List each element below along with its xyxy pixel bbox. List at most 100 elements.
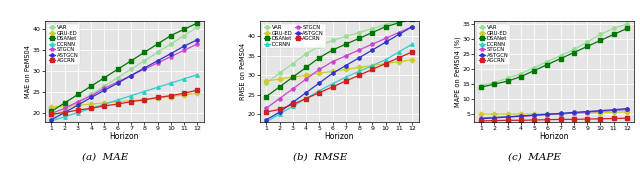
AGCRN: [276, 108, 284, 110]
AGCRN: [289, 103, 296, 105]
DCRNN: [531, 114, 538, 116]
GRU-ED: [504, 113, 511, 115]
STGCN: [517, 115, 525, 117]
VAR: [623, 23, 631, 25]
VAR: [74, 102, 82, 104]
AGCRN: [180, 92, 188, 94]
STGCN: [557, 113, 564, 115]
GRU-ED: [329, 70, 337, 72]
AGCRN: [88, 107, 95, 109]
VAR: [302, 53, 310, 55]
GRU-ED: [342, 68, 349, 70]
ASTGCN: [289, 101, 296, 103]
VAR: [61, 109, 68, 111]
Text: (b)  RMSE: (b) RMSE: [293, 152, 347, 161]
DSANet: [596, 39, 604, 42]
ASTGCN: [369, 49, 376, 51]
VAR: [154, 51, 161, 53]
STGCN: [355, 49, 363, 51]
GRU-ED: [369, 65, 376, 67]
DSANet: [583, 45, 591, 48]
STGCN: [623, 108, 631, 110]
STGCN: [193, 43, 201, 45]
DCRNN: [61, 116, 68, 118]
STGCN: [61, 107, 68, 109]
DSANet: [543, 64, 551, 66]
DCRNN: [289, 105, 296, 107]
Y-axis label: RMSE on PeMS04: RMSE on PeMS04: [240, 43, 246, 100]
ASTGCN: [154, 60, 161, 62]
Line: STGCN: STGCN: [264, 25, 414, 110]
VAR: [610, 27, 618, 29]
AGCRN: [302, 97, 310, 100]
DSANet: [504, 80, 511, 82]
ASTGCN: [61, 112, 68, 114]
GRU-ED: [570, 112, 578, 114]
ASTGCN: [329, 72, 337, 74]
DCRNN: [127, 95, 135, 97]
DSANet: [289, 76, 296, 78]
STGCN: [504, 116, 511, 118]
STGCN: [262, 107, 270, 109]
GRU-ED: [355, 66, 363, 69]
Line: STGCN: STGCN: [479, 108, 628, 120]
AGCRN: [517, 119, 525, 121]
GRU-ED: [302, 74, 310, 76]
DSANet: [557, 57, 564, 60]
ASTGCN: [623, 108, 631, 110]
VAR: [583, 41, 591, 43]
STGCN: [342, 55, 349, 57]
AGCRN: [570, 118, 578, 120]
VAR: [543, 61, 551, 63]
Line: DSANet: DSANet: [479, 26, 629, 89]
GRU-ED: [382, 62, 390, 65]
ASTGCN: [127, 74, 135, 77]
ASTGCN: [395, 33, 403, 35]
ASTGCN: [100, 89, 108, 91]
VAR: [342, 35, 349, 37]
ASTGCN: [193, 39, 201, 41]
AGCRN: [596, 118, 604, 120]
AGCRN: [490, 120, 498, 122]
DCRNN: [74, 112, 82, 114]
DCRNN: [140, 90, 148, 93]
GRU-ED: [276, 78, 284, 80]
Line: GRU-ED: GRU-ED: [50, 92, 199, 109]
Legend: VAR, GRU-ED, DSANet, DCRNN, STGCN, ASTGCN, AGCRN: VAR, GRU-ED, DSANet, DCRNN, STGCN, ASTGC…: [47, 23, 80, 65]
Legend: VAR, GRU-ED, DSANet, DCRNN, STGCN, ASTGCN, AGCRN: VAR, GRU-ED, DSANet, DCRNN, STGCN, ASTGC…: [477, 23, 510, 65]
GRU-ED: [289, 76, 296, 78]
DSANet: [180, 28, 188, 30]
GRU-ED: [517, 113, 525, 115]
ASTGCN: [88, 96, 95, 98]
Line: AGCRN: AGCRN: [479, 116, 629, 123]
Legend: VAR, GRU-ED, DSANet, DCRNN, STGCN, ASTGCN, AGCRN: VAR, GRU-ED, DSANet, DCRNN, STGCN, ASTGC…: [262, 23, 326, 48]
Line: GRU-ED: GRU-ED: [264, 58, 414, 83]
GRU-ED: [114, 101, 122, 103]
GRU-ED: [88, 103, 95, 105]
AGCRN: [114, 103, 122, 105]
GRU-ED: [167, 96, 175, 98]
ASTGCN: [276, 111, 284, 113]
AGCRN: [382, 62, 390, 65]
VAR: [369, 28, 376, 30]
DCRNN: [395, 51, 403, 53]
DSANet: [355, 37, 363, 39]
Line: DCRNN: DCRNN: [479, 108, 628, 120]
VAR: [140, 60, 148, 62]
DSANet: [302, 66, 310, 69]
DSANet: [167, 35, 175, 37]
STGCN: [583, 111, 591, 113]
STGCN: [140, 68, 148, 70]
AGCRN: [583, 118, 591, 120]
ASTGCN: [180, 45, 188, 47]
Line: VAR: VAR: [50, 25, 199, 118]
AGCRN: [329, 86, 337, 88]
AGCRN: [610, 117, 618, 120]
VAR: [329, 39, 337, 41]
DSANet: [531, 70, 538, 72]
VAR: [180, 35, 188, 37]
GRU-ED: [395, 61, 403, 63]
STGCN: [276, 97, 284, 100]
DSANet: [262, 96, 270, 98]
STGCN: [477, 117, 485, 119]
